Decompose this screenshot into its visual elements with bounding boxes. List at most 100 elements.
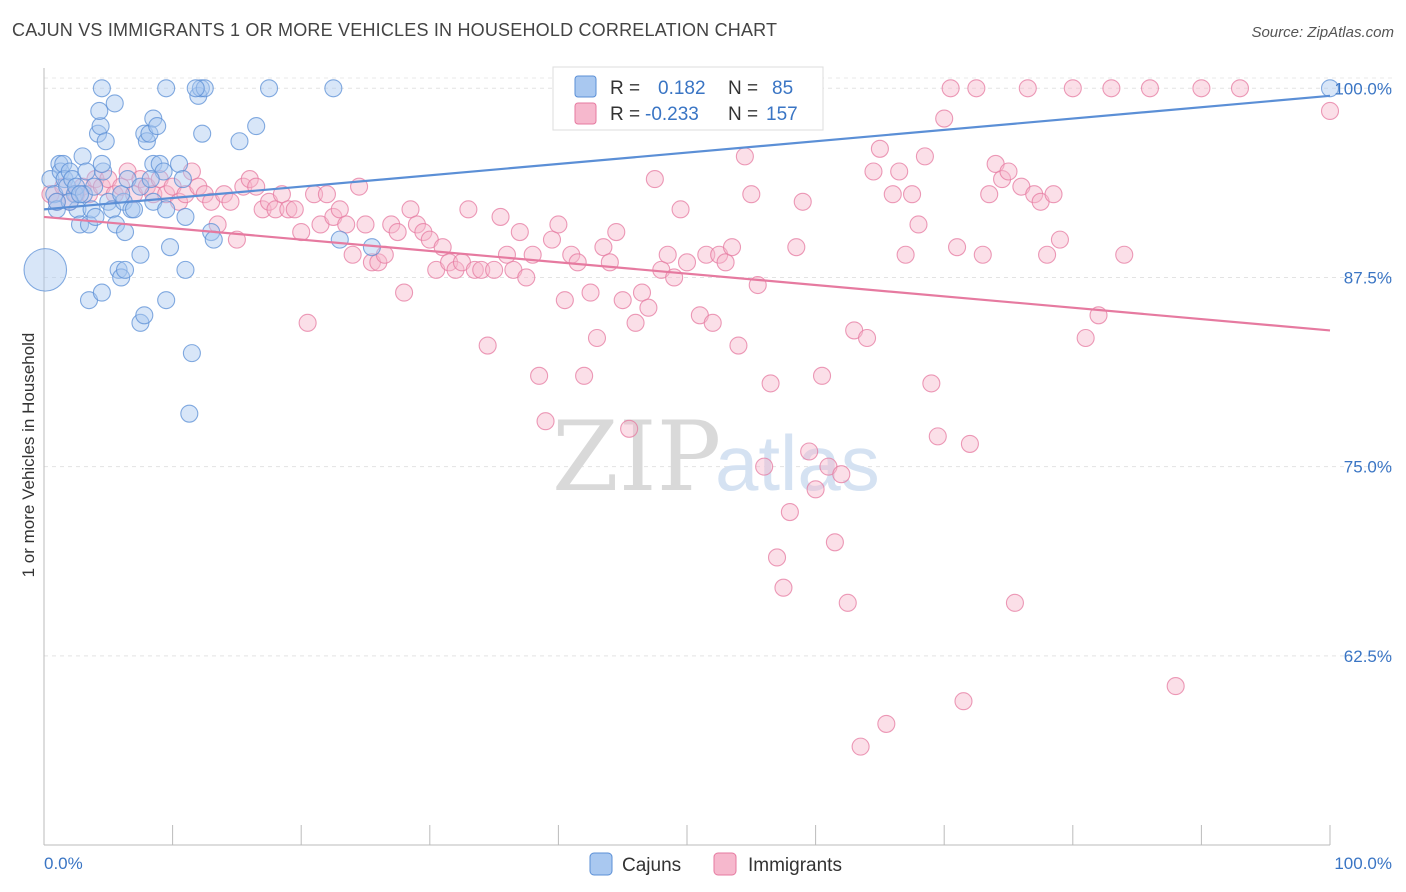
axes	[43, 68, 1331, 846]
point-immigrants-128	[870, 139, 889, 158]
point-immigrants-106	[729, 336, 748, 355]
point-immigrants-36	[272, 185, 291, 204]
point-immigrants-142	[960, 434, 979, 453]
point-immigrants-162	[1140, 79, 1160, 98]
point-immigrants-137	[928, 427, 947, 446]
point-immigrants-139	[941, 79, 960, 98]
point-cajuns-29	[105, 94, 124, 113]
legend-n-label-immigrants: N =	[728, 104, 758, 125]
point-immigrants-122	[832, 465, 851, 484]
correlation-legend: R = 0.182 N = 85 R = -0.233 N = 157	[552, 66, 824, 131]
point-immigrants-78	[542, 230, 562, 249]
legend-swatch-cajuns	[574, 75, 597, 98]
point-immigrants-107	[735, 147, 754, 166]
point-immigrants-98	[671, 200, 690, 219]
point-cajuns-72	[247, 117, 266, 136]
point-immigrants-135	[915, 147, 934, 166]
point-cajuns-43	[131, 177, 150, 196]
point-cajuns-1	[41, 170, 60, 189]
legend-box	[552, 66, 824, 131]
y-tick-label-1: 87.5%	[1344, 268, 1392, 287]
point-cajuns-52	[141, 170, 160, 189]
point-immigrants-166	[1320, 101, 1340, 121]
point-immigrants-40	[298, 313, 317, 332]
point-immigrants-163	[1166, 677, 1185, 696]
point-immigrants-35	[266, 200, 285, 219]
point-cajuns-55	[157, 79, 176, 98]
point-cajuns-54	[157, 200, 176, 219]
y-tick-label-2: 75.0%	[1344, 458, 1392, 477]
point-cajuns-73	[259, 79, 279, 98]
legend-r-label-cajuns: R =	[610, 78, 640, 99]
point-immigrants-133	[902, 185, 922, 204]
point-immigrants-63	[446, 260, 465, 279]
point-immigrants-79	[549, 215, 568, 234]
bottom-legend-swatch-cajuns	[589, 852, 613, 876]
point-immigrants-112	[767, 548, 787, 567]
gridlines	[44, 77, 1392, 657]
bottom-legend-swatch-immigrants	[713, 852, 737, 876]
point-immigrants-93	[639, 298, 658, 317]
point-immigrants-152	[1025, 185, 1044, 204]
point-immigrants-160	[1102, 79, 1121, 98]
point-immigrants-161	[1115, 245, 1134, 264]
point-immigrants-74	[517, 268, 536, 287]
point-cajuns-83	[47, 192, 66, 211]
y-tick-label-3: 62.5%	[1344, 647, 1392, 666]
point-immigrants-88	[607, 222, 626, 242]
point-immigrants-115	[787, 238, 806, 257]
point-immigrants-154	[1038, 245, 1057, 264]
point-cajuns-46	[140, 124, 159, 143]
point-immigrants-110	[755, 457, 774, 476]
point-immigrants-96	[658, 245, 677, 264]
x-tick-label-1: 100.0%	[1334, 854, 1392, 873]
point-immigrants-57	[407, 215, 426, 234]
point-cajuns-20	[85, 177, 104, 196]
legend-n-value-cajuns: 85	[772, 78, 793, 99]
point-immigrants-119	[812, 366, 832, 385]
point-immigrants-70	[491, 207, 510, 226]
trendlines	[43, 94, 1331, 332]
point-immigrants-73	[510, 222, 529, 242]
point-cajuns-71	[230, 132, 249, 151]
point-immigrants-69	[485, 260, 504, 279]
point-cajuns-42	[124, 200, 144, 219]
point-cajuns-80	[135, 306, 154, 325]
point-immigrants-149	[1005, 593, 1024, 612]
point-cajuns-16	[74, 185, 93, 204]
trendline-cajuns	[43, 94, 1331, 211]
point-immigrants-68	[478, 336, 497, 355]
point-cajuns-41	[131, 245, 150, 264]
point-cajuns-75	[330, 230, 349, 249]
point-immigrants-155	[1044, 185, 1063, 204]
point-immigrants-86	[594, 238, 613, 257]
point-immigrants-66	[465, 260, 484, 279]
legend-swatch-immigrants	[574, 102, 597, 125]
point-immigrants-46	[337, 215, 356, 234]
point-immigrants-158	[1076, 328, 1095, 348]
point-immigrants-14	[131, 170, 150, 189]
point-immigrants-38	[285, 200, 304, 219]
legend-r-value-immigrants: -0.233	[645, 104, 699, 125]
point-immigrants-121	[825, 533, 844, 552]
point-immigrants-67	[472, 260, 491, 279]
point-cajuns-0	[23, 248, 68, 292]
point-immigrants-54	[388, 222, 407, 242]
point-cajuns-15	[73, 147, 92, 166]
point-cajuns-63	[157, 291, 176, 310]
point-cajuns-26	[92, 154, 111, 173]
point-immigrants-99	[677, 253, 697, 272]
y-tick-labels: 100.0% 87.5% 75.0% 62.5%	[1334, 79, 1392, 666]
point-cajuns-60	[176, 260, 195, 279]
point-immigrants-49	[356, 215, 375, 234]
point-immigrants-58	[414, 222, 433, 242]
point-immigrants-102	[703, 313, 722, 332]
watermark-zip: ZIP	[552, 401, 721, 513]
point-cajuns-24	[94, 162, 113, 181]
point-cajuns-57	[169, 154, 189, 173]
watermark-atlas: atlas	[715, 419, 880, 507]
point-cajuns-70	[204, 230, 223, 249]
chart-title: CAJUN VS IMMIGRANTS 1 OR MORE VEHICLES I…	[12, 20, 778, 40]
point-immigrants-118	[806, 480, 825, 499]
bottom-legend-cajuns: Cajuns	[622, 855, 681, 876]
